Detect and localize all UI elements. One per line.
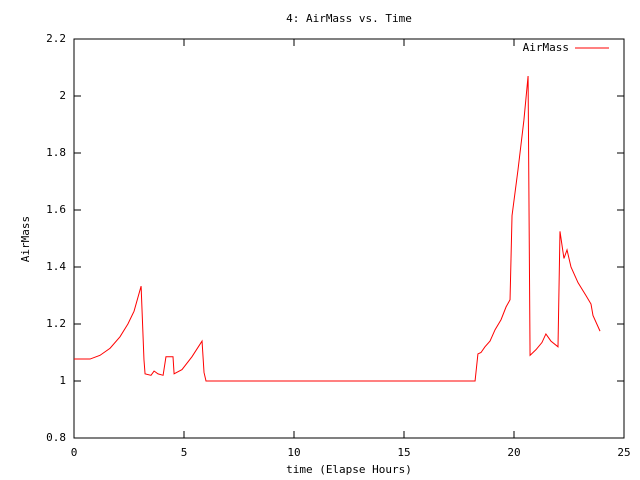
y-axis-label: AirMass: [19, 216, 32, 262]
plot-border: [73, 38, 625, 439]
y-tick-label: 1.2: [46, 317, 66, 330]
x-axis-label: time (Elapse Hours): [286, 463, 412, 476]
x-tick-label: 15: [397, 446, 410, 459]
y-tick-label: 1.8: [46, 146, 66, 159]
y-tick-label: 1.4: [46, 260, 66, 273]
x-tick-label: 5: [181, 446, 188, 459]
x-tick-label: 0: [71, 446, 78, 459]
data-line: [74, 76, 601, 382]
legend-label: AirMass: [523, 41, 569, 54]
y-tick-label: 1.6: [46, 203, 66, 216]
y-tick-label: 0.8: [46, 431, 66, 444]
y-tick-label: 2.2: [46, 32, 66, 45]
x-tick-label: 10: [287, 446, 300, 459]
y-tick-label: 2: [59, 89, 66, 102]
y-tick-label: 1: [59, 374, 66, 387]
x-tick-label: 25: [617, 446, 630, 459]
chart-title: 4: AirMass vs. Time: [286, 12, 412, 25]
x-tick-label: 20: [507, 446, 520, 459]
